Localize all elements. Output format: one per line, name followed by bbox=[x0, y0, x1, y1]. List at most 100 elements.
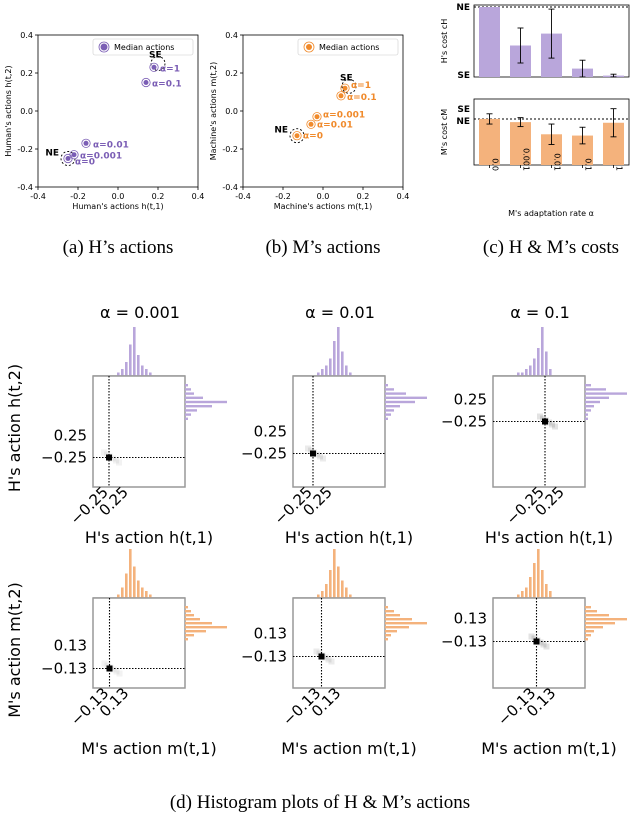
side-hist-bar bbox=[585, 417, 588, 420]
median-point bbox=[342, 85, 348, 91]
side-hist-bar bbox=[585, 413, 588, 416]
heatmap-cell bbox=[546, 419, 552, 426]
point-label: α=0.1 bbox=[347, 93, 377, 103]
equilibrium-label: NE bbox=[274, 126, 288, 136]
panel-b-legend-label: Median actions bbox=[319, 43, 379, 52]
side-hist-bar bbox=[185, 400, 227, 404]
median-point-ring bbox=[336, 91, 346, 101]
point-label: α=1 bbox=[351, 81, 371, 91]
panel-c: 0.0 0.001 0.01 0.1 1 H's cost cH M's cost cM… bbox=[440, 3, 630, 258]
top-hist-bar bbox=[129, 549, 132, 598]
side-hist-bar bbox=[585, 618, 627, 621]
top-hist-bar bbox=[533, 358, 536, 376]
top-hist-bar bbox=[117, 594, 120, 598]
panel-a-ticks: -0.4 -0.2 0.0 0.2 0.4 -0.4 -0.2 0.0 0.2 0.4 bbox=[17, 31, 204, 201]
top-hist-bar bbox=[341, 351, 344, 376]
equilibrium-marker bbox=[341, 78, 357, 94]
y-tick-label: 0.25 bbox=[254, 423, 287, 441]
point-label: α=1 bbox=[160, 64, 180, 74]
side-hist-bar bbox=[185, 606, 188, 609]
panel-a-ylabel: Human's actions h(t,2) bbox=[4, 65, 13, 156]
side-hist-bar bbox=[585, 614, 609, 617]
heatmap-cell bbox=[110, 455, 116, 462]
y-tick-label: 0.25 bbox=[454, 391, 487, 409]
top-hist-bar bbox=[549, 591, 552, 598]
median-point bbox=[338, 93, 344, 99]
y-tick-label: 0.0 bbox=[225, 107, 238, 116]
heatmap-frame bbox=[292, 597, 386, 689]
heatmap-cell bbox=[113, 457, 119, 464]
panel-c-bottom-se: SE bbox=[457, 105, 470, 115]
median-point bbox=[83, 140, 89, 146]
cost-bar bbox=[603, 122, 624, 165]
side-hist-bar bbox=[185, 396, 203, 399]
x-tick-label: 0.0 bbox=[317, 192, 330, 201]
side-hist-bar bbox=[385, 626, 409, 629]
heatmap-cell bbox=[313, 648, 320, 655]
cost-bar bbox=[541, 134, 562, 165]
top-hist-bar bbox=[345, 365, 348, 376]
equilibrium-marker bbox=[150, 56, 166, 71]
median-point-ring bbox=[306, 119, 316, 129]
side-hist-bar bbox=[185, 405, 212, 408]
panel-d: H's action h(t,2) M's action m(t,2) (d) … bbox=[5, 303, 627, 813]
top-hist-bar bbox=[145, 591, 148, 598]
heatmap-frame bbox=[92, 375, 186, 488]
equilibrium-marker bbox=[289, 128, 305, 144]
panel-d-m-ylabel: M's action m(t,2) bbox=[5, 582, 24, 718]
top-hist-bar bbox=[349, 594, 352, 598]
panel-a-legend-marker bbox=[100, 43, 108, 51]
side-hist-bar bbox=[385, 630, 397, 633]
side-hist-bar bbox=[185, 388, 191, 391]
x-axis-label: H's action h(t,1) bbox=[485, 528, 613, 547]
side-hist-bar bbox=[585, 409, 591, 412]
side-hist-bar bbox=[385, 400, 415, 404]
side-hist-bar bbox=[385, 618, 412, 621]
point-label: α=0 bbox=[303, 132, 323, 142]
top-hist-bar bbox=[325, 365, 328, 376]
heatmap-cell bbox=[317, 453, 323, 460]
y-tick-label: −0.25 bbox=[41, 449, 87, 467]
y-tick-label: 0.2 bbox=[225, 69, 238, 78]
top-hist-bar bbox=[541, 570, 544, 598]
heatmap-cell bbox=[549, 421, 555, 428]
y-tick-label: -0.4 bbox=[222, 183, 238, 192]
heatmap-cell bbox=[314, 451, 320, 458]
top-hist-bar bbox=[325, 584, 328, 598]
point-label: α=0.01 bbox=[93, 140, 129, 150]
top-hist-bar bbox=[517, 594, 520, 598]
panel-d-caption: (d) Histogram plots of H & M’s actions bbox=[170, 792, 470, 813]
heatmap-cell bbox=[101, 449, 107, 456]
panel-b-ticks: -0.4 -0.2 0.0 0.2 0.4 -0.4 -0.2 0.0 0.2 0.4 bbox=[222, 31, 409, 201]
heatmap-cell bbox=[537, 413, 543, 420]
side-hist-bar bbox=[185, 626, 227, 629]
cost-bar bbox=[510, 122, 531, 165]
y-tick-label: 0.4 bbox=[225, 31, 238, 40]
median-point-ring bbox=[340, 83, 350, 93]
top-hist-bar bbox=[149, 594, 152, 598]
median-point bbox=[314, 114, 320, 120]
side-hist-bar bbox=[185, 413, 191, 416]
top-hist-bar bbox=[149, 372, 152, 376]
side-hist-bar bbox=[585, 622, 615, 625]
top-hist-bar bbox=[117, 372, 120, 376]
side-hist-bar bbox=[185, 409, 197, 412]
median-point-ring bbox=[81, 138, 91, 148]
x-tick-label: -0.4 bbox=[235, 192, 251, 201]
panel-c-top-ylabel: H's cost cH bbox=[440, 19, 449, 63]
top-hist-bar bbox=[545, 351, 548, 376]
heatmap-cell bbox=[110, 666, 117, 673]
heatmap-cell bbox=[325, 656, 332, 663]
side-hist-bar bbox=[585, 405, 594, 408]
panel-a-xlabel: Human's actions h(t,1) bbox=[72, 202, 163, 211]
panel-b-legend-box bbox=[297, 38, 399, 56]
heatmap-cell bbox=[328, 658, 335, 665]
side-hist-bar bbox=[385, 610, 394, 613]
top-hist-bar bbox=[337, 327, 340, 376]
panel-c-caption: (c) H & M’s costs bbox=[483, 237, 619, 258]
top-hist-bar bbox=[121, 587, 124, 598]
median-point bbox=[65, 156, 71, 161]
side-hist-bar bbox=[585, 630, 594, 633]
top-hist-bar bbox=[137, 355, 140, 376]
